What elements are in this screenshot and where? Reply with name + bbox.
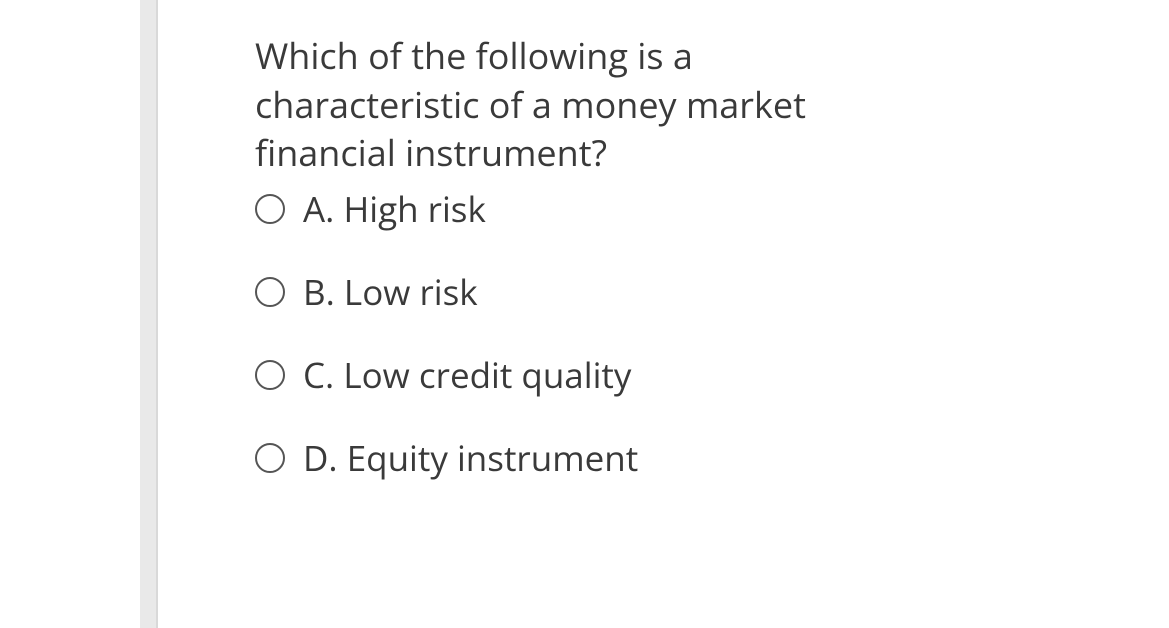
option-b[interactable]: B. Low risk bbox=[255, 275, 895, 310]
option-label: D. Equity instrument bbox=[303, 441, 638, 476]
radio-icon[interactable] bbox=[255, 277, 285, 307]
option-label: B. Low risk bbox=[303, 275, 478, 310]
radio-icon[interactable] bbox=[255, 194, 285, 224]
radio-icon[interactable] bbox=[255, 443, 285, 473]
question-text: Which of the following is a characterist… bbox=[255, 32, 895, 178]
option-a[interactable]: A. High risk bbox=[255, 192, 895, 227]
option-d[interactable]: D. Equity instrument bbox=[255, 441, 895, 476]
question-block: Which of the following is a characterist… bbox=[255, 32, 895, 512]
options-list: A. High risk B. Low risk C. Low credit q… bbox=[255, 192, 895, 512]
option-c[interactable]: C. Low credit quality bbox=[255, 358, 895, 393]
option-label: A. High risk bbox=[303, 192, 486, 227]
left-rail bbox=[140, 0, 158, 628]
radio-icon[interactable] bbox=[255, 360, 285, 390]
option-label: C. Low credit quality bbox=[303, 358, 631, 393]
